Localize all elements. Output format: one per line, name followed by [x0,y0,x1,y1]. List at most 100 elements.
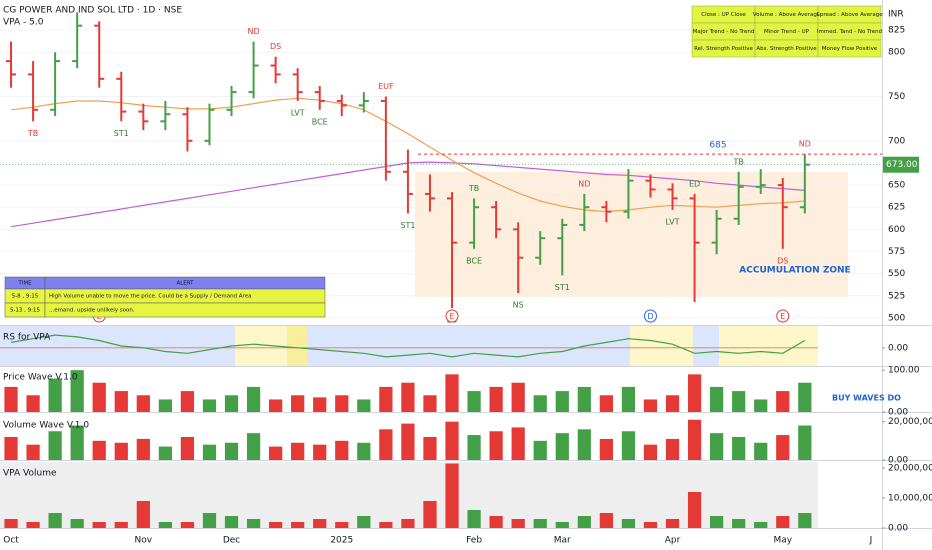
bar [4,386,18,412]
x-tick-label: J [869,536,873,546]
bar [313,444,327,460]
bar [621,519,636,528]
bar [798,382,812,412]
info-text: Close : UP Close [701,12,746,18]
y-tick-label: 0.00 [888,456,908,466]
bar [291,395,305,412]
event-marker [445,309,459,323]
bar [379,429,393,460]
bar [710,433,724,460]
bar [423,437,437,460]
y-tick-label: 0.00 [888,524,908,534]
bar [599,395,613,412]
rs-band [693,326,719,366]
bar [70,519,84,528]
x-tick-label: Mar [554,536,571,546]
signal-label: DS [777,256,788,265]
bar [754,399,768,412]
x-tick-label: 2025 [330,536,353,546]
indicator-name: VPA - 5.0 [3,18,44,28]
last-price-box [883,156,919,173]
bar [467,435,481,460]
bar [357,442,371,460]
x-tick-label: Nov [135,536,153,546]
bar [26,522,40,528]
signal-label: TB [732,157,743,166]
signal-label: ND [247,27,259,36]
bar [511,427,525,460]
bar [269,446,283,460]
bar [687,492,702,528]
bar [665,519,680,528]
bar [114,522,128,528]
signal-label: LVT [666,217,680,226]
level-label: 685 [709,141,726,151]
bar [401,423,415,460]
bar [687,419,702,460]
signal-label: ST1 [400,221,415,230]
bar [224,395,239,412]
alert-cell [44,302,326,318]
rs-band [719,326,818,366]
y-tick-label: 825 [888,26,905,36]
y-tick-label: 575 [888,247,905,257]
panel-annotation: BUY WAVES DO [832,394,901,403]
bar [335,522,349,528]
alert-text: High Volume unable to move the price. Co… [49,294,251,300]
bar [754,442,768,460]
info-text: Abs. Strength Positive [756,46,817,52]
bar [643,399,658,412]
bar [26,395,40,412]
bar [114,442,128,460]
x-tick-label: Oct [3,536,19,546]
x-tick-label: Dec [223,536,240,546]
bar [665,395,680,412]
bar [48,378,62,412]
info-text: Immed. Tand - No Trend [817,29,882,35]
bar [335,440,349,460]
bar [313,519,327,528]
y-tick-label: 625 [888,203,905,213]
bar [732,519,746,528]
signal-label: ND [578,179,590,188]
signal-label: BCE [312,117,328,126]
bar [467,391,481,412]
bar [92,522,106,528]
bar [313,397,327,412]
y-tick-label: 750 [888,92,905,102]
bar [158,399,172,412]
bar [224,516,239,528]
panel-title: VPA Volume [3,469,57,479]
bar [291,522,305,528]
y-tick-label: 100.00 [888,366,920,376]
rs-band [630,326,693,366]
bar [577,429,591,460]
bar [489,386,503,412]
bar [4,437,18,460]
volume-background [0,462,818,528]
signal-label: LVT [291,108,305,117]
bar [732,391,746,412]
bar [401,382,415,412]
bar [555,391,569,412]
bar [26,444,40,460]
bar [687,374,702,412]
info-text: Money Flow Positive [822,46,878,52]
info-text: Major Trend - No Trend [693,29,755,35]
signal-label: TB [27,129,38,138]
bar [489,516,503,528]
bar [533,440,547,460]
bar [158,446,172,460]
bar [92,440,106,460]
y-tick-label: 20,000,000.00 [888,464,932,474]
bar [180,437,195,460]
bar [489,431,503,460]
bar [246,433,261,460]
bar [114,391,128,412]
bar [401,519,415,528]
signal-label: BCE [466,256,482,265]
bar [335,395,349,412]
event-marker [643,309,657,323]
